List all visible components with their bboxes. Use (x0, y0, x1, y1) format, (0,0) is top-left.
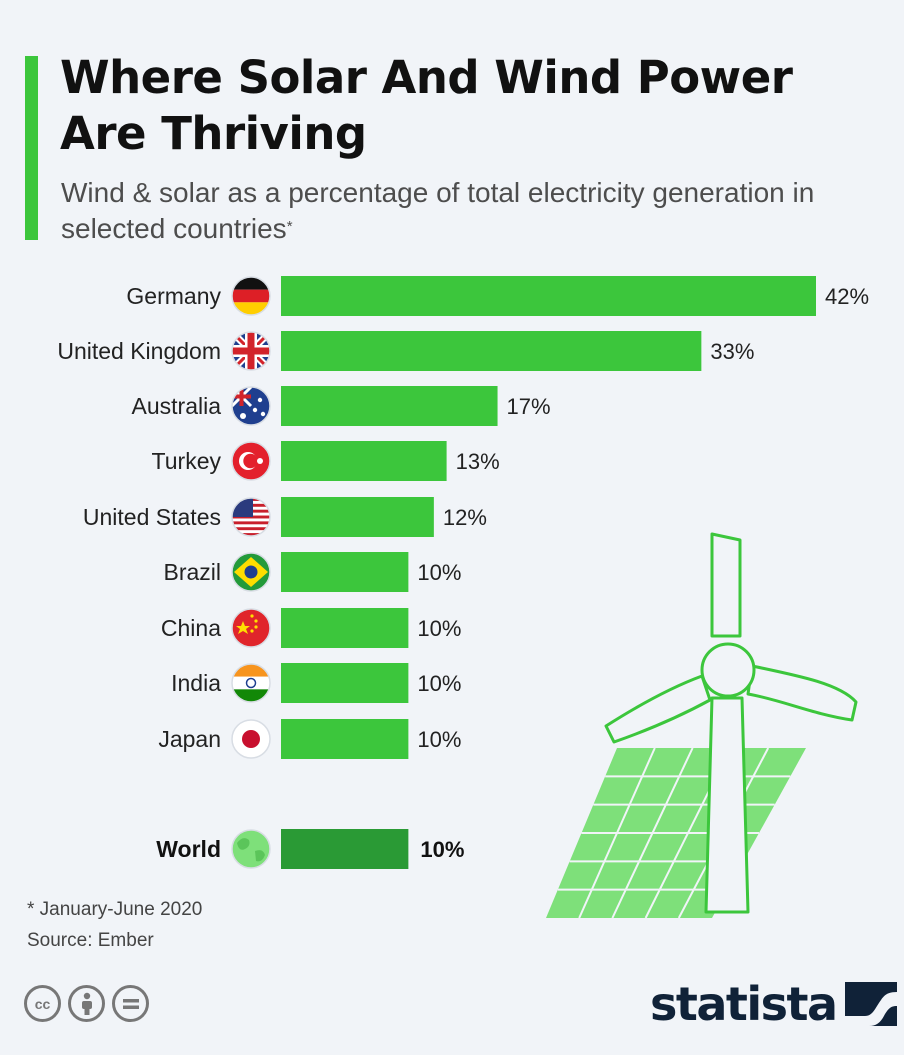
value-label: 10% (417, 671, 461, 696)
value-label: 42% (825, 284, 869, 309)
bar (281, 497, 434, 537)
category-label: United Kingdom (57, 338, 221, 364)
turbine-hub (700, 642, 756, 698)
globe-icon (231, 829, 271, 869)
category-label: United States (83, 504, 221, 530)
bar (281, 276, 816, 316)
category-label: Turkey (152, 448, 222, 474)
bar (281, 331, 702, 371)
us-flag-icon (231, 497, 271, 537)
cc-icon[interactable]: cc (24, 985, 61, 1022)
bar (281, 441, 447, 481)
value-label: 33% (710, 339, 754, 364)
turbine-blade-top (710, 532, 742, 638)
uk-flag-icon (231, 331, 271, 371)
value-label: 12% (443, 505, 487, 530)
subtitle-text: Wind & solar as a percentage of total el… (61, 177, 815, 244)
reference-value-label: 10% (420, 837, 464, 862)
bar-group: Germany 42% United Kingdom 33% Australia 17% T… (57, 276, 869, 869)
category-label: China (161, 615, 221, 641)
wind-solar-illustration (546, 532, 858, 919)
turbine-blade-right (746, 664, 858, 722)
turbine-blade-left (604, 674, 712, 744)
bar (281, 552, 409, 592)
bar (281, 608, 409, 648)
turbine-tower (704, 696, 750, 914)
value-label: 10% (417, 616, 461, 641)
category-label: Brazil (163, 559, 221, 585)
source-note: Source: Ember (27, 930, 154, 951)
turkey-flag-icon (231, 441, 271, 481)
category-label: India (171, 670, 221, 696)
solar-panel-icon (546, 747, 806, 919)
germany-flag-icon (231, 276, 271, 316)
bar (281, 719, 409, 759)
wind-turbine-icon (604, 532, 858, 914)
category-label: Germany (126, 283, 221, 309)
value-label: 13% (456, 449, 500, 474)
reference-bar (281, 829, 409, 869)
category-label: Australia (132, 393, 222, 419)
solar-panel-gridline (578, 747, 656, 919)
accent-bar (25, 56, 38, 240)
reference-category-label: World (156, 836, 221, 862)
value-label: 17% (507, 394, 551, 419)
bar (281, 663, 409, 703)
japan-flag-icon (231, 719, 271, 759)
statista-brand[interactable]: statista (650, 977, 897, 1031)
solar-panel-gridline (611, 747, 694, 919)
subtitle-marker: * (286, 218, 293, 235)
license-icons[interactable]: cc (24, 985, 149, 1022)
footnote: * January-June 2020 (27, 899, 203, 920)
category-label: Japan (158, 726, 221, 752)
chart-subtitle: Wind & solar as a percentage of total el… (61, 175, 891, 247)
australia-flag-icon (231, 386, 271, 426)
by-icon[interactable] (68, 985, 105, 1022)
brazil-flag-icon (231, 552, 271, 592)
india-flag-icon (231, 663, 271, 703)
bar (281, 386, 498, 426)
statista-logo-icon (844, 982, 897, 1026)
brand-name: statista (650, 977, 838, 1031)
nd-icon[interactable] (112, 985, 149, 1022)
value-label: 10% (417, 727, 461, 752)
china-flag-icon (231, 608, 271, 648)
value-label: 10% (417, 560, 461, 585)
page-title: Where Solar And Wind Power Are Thriving (60, 51, 793, 160)
